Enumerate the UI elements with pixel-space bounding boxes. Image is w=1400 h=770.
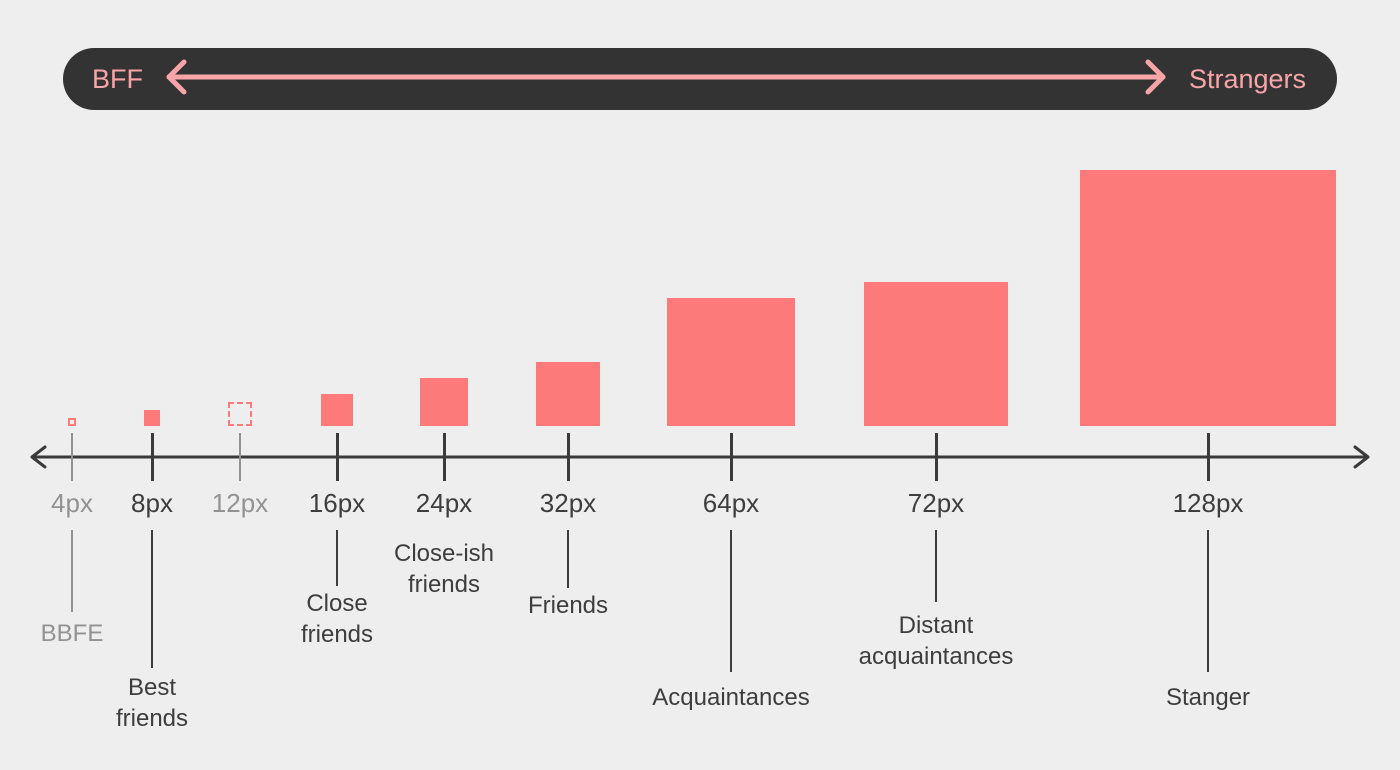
leader-64px <box>730 530 732 672</box>
leader-128px <box>1207 530 1209 672</box>
square-16px <box>321 394 353 426</box>
size-label-128px: 128px <box>1172 488 1244 518</box>
name-label-line: acquaintances <box>858 643 1014 670</box>
tick-72px <box>934 433 938 481</box>
square-72px <box>864 282 1008 426</box>
size-label-4px: 4px <box>51 488 93 518</box>
name-label-24px: Close-ish friends <box>394 538 494 600</box>
name-label-4px: BBFE <box>41 618 104 649</box>
size-label-72px: 72px <box>907 488 965 518</box>
tick-16px <box>335 433 339 481</box>
square-24px <box>420 378 468 426</box>
square-12px <box>228 402 252 426</box>
axis-arrow-right-icon <box>1353 445 1370 469</box>
name-label-8px: Best friends <box>116 672 188 734</box>
name-label-line: friends <box>407 571 481 598</box>
tick-24px <box>442 433 446 481</box>
name-label-line: Distant <box>898 612 974 639</box>
name-label-16px: Close friends <box>301 588 373 650</box>
name-label-line: Close-ish <box>393 540 495 567</box>
header-right-label: Strangers <box>1188 64 1306 94</box>
tick-128px <box>1206 433 1210 481</box>
leader-72px <box>935 530 937 602</box>
header-left-label: BFF <box>92 64 143 94</box>
size-label-12px: 12px <box>211 488 269 518</box>
size-label-24px: 24px <box>415 488 473 518</box>
bidirectional-arrow-icon <box>166 59 1166 95</box>
name-label-line: Friends <box>527 592 609 619</box>
name-label-64px: Acquaintances <box>652 682 809 713</box>
name-label-line: Acquaintances <box>652 684 810 711</box>
tick-32px <box>566 433 570 481</box>
tick-4px <box>71 433 73 481</box>
size-label-8px: 8px <box>131 488 173 518</box>
square-64px <box>667 298 795 426</box>
name-label-line: Stanger <box>1165 684 1251 711</box>
size-label-32px: 32px <box>539 488 597 518</box>
axis-arrow-left-icon <box>30 445 47 469</box>
tick-12px <box>239 433 241 481</box>
square-128px <box>1080 170 1336 426</box>
size-label-64px: 64px <box>702 488 760 518</box>
axis-line <box>30 445 1370 469</box>
name-label-32px: Friends <box>528 590 608 621</box>
leader-16px <box>336 530 338 586</box>
leader-32px <box>567 530 569 588</box>
leader-4px <box>71 530 73 612</box>
square-4px <box>68 418 76 426</box>
size-label-16px: 16px <box>308 488 366 518</box>
leader-8px <box>151 530 153 668</box>
tick-64px <box>729 433 733 481</box>
square-32px <box>536 362 600 426</box>
name-label-128px: Stanger <box>1166 682 1250 713</box>
name-label-line: Best <box>127 674 177 701</box>
square-8px <box>144 410 160 426</box>
header-pill: BFF Strangers <box>63 48 1337 110</box>
name-label-line: friends <box>115 705 189 732</box>
name-label-line: Close <box>306 590 368 617</box>
tick-8px <box>150 433 154 481</box>
name-label-line: friends <box>300 621 374 648</box>
name-label-line: BBFE <box>40 620 104 647</box>
name-label-72px: Distant acquaintances <box>859 610 1014 672</box>
